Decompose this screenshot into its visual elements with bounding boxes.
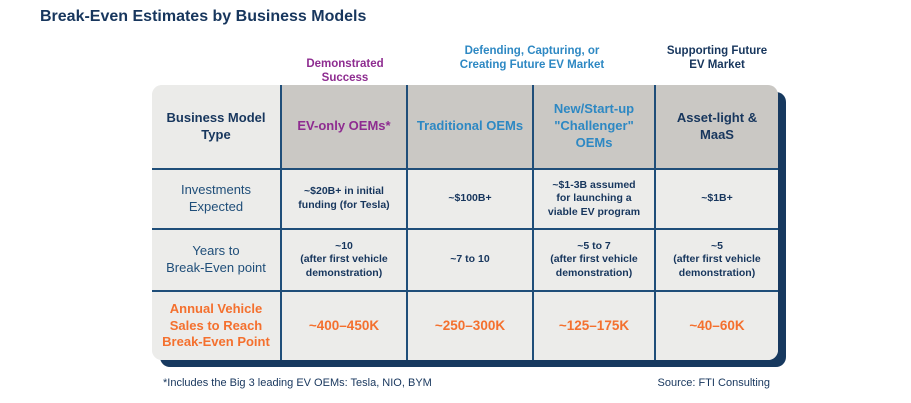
cell-sales-traditional: ~250–300K bbox=[408, 290, 534, 360]
page-title: Break-Even Estimates by Business Models bbox=[40, 8, 367, 25]
cell-sales-asset-light: ~40–60K bbox=[656, 290, 778, 360]
col-header-business-model-type: Business Model Type bbox=[152, 85, 282, 168]
break-even-table: Business Model Type EV-only OEMs* Tradit… bbox=[152, 85, 778, 360]
cell-investments-challenger: ~$1-3B assumed for launching a viable EV… bbox=[534, 168, 656, 228]
col-header-traditional-oems: Traditional OEMs bbox=[408, 85, 534, 168]
cell-investments-asset-light: ~$1B+ bbox=[656, 168, 778, 228]
cell-sales-ev-only: ~400–450K bbox=[282, 290, 408, 360]
col-header-ev-only-oems: EV-only OEMs* bbox=[282, 85, 408, 168]
footnote: *Includes the Big 3 leading EV OEMs: Tes… bbox=[163, 377, 432, 389]
col-header-asset-light-maas: Asset-light & MaaS bbox=[656, 85, 778, 168]
cell-years-challenger: ~5 to 7 (after first vehicle demonstrati… bbox=[534, 228, 656, 290]
row-label-annual-vehicle-sales: Annual Vehicle Sales to Reach Break-Even… bbox=[152, 290, 282, 360]
cell-sales-challenger: ~125–175K bbox=[534, 290, 656, 360]
cell-years-asset-light: ~5 (after first vehicle demonstration) bbox=[656, 228, 778, 290]
cell-years-traditional: ~7 to 10 bbox=[408, 228, 534, 290]
column-group-supporting-future: Supporting Future EV Market bbox=[666, 45, 768, 72]
row-label-investments-expected: Investments Expected bbox=[152, 168, 282, 228]
col-header-challenger-oems: New/Start-up "Challenger" OEMs bbox=[534, 85, 656, 168]
cell-investments-ev-only: ~$20B+ in initial funding (for Tesla) bbox=[282, 168, 408, 228]
source-credit: Source: FTI Consulting bbox=[657, 377, 771, 389]
cell-years-ev-only: ~10 (after first vehicle demonstration) bbox=[282, 228, 408, 290]
cell-investments-traditional: ~$100B+ bbox=[408, 168, 534, 228]
column-group-demonstrated-success: Demonstrated Success bbox=[306, 58, 384, 85]
column-group-defending-capturing-creating: Defending, Capturing, or Creating Future… bbox=[459, 45, 605, 72]
row-label-years-to-break-even: Years to Break-Even point bbox=[152, 228, 282, 290]
